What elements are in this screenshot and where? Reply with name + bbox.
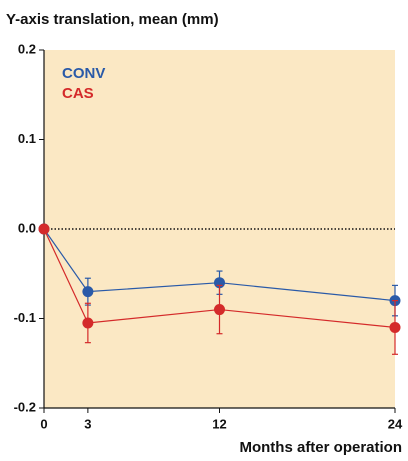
data-point [82, 286, 94, 298]
legend-label: CONV [62, 65, 105, 82]
y-tick-label: 0.0 [18, 220, 36, 235]
y-tick-label: 0.1 [18, 131, 36, 146]
series-line [43, 228, 396, 329]
y-tick-label: -0.2 [14, 399, 36, 414]
series-line [43, 228, 396, 302]
x-axis-label: Months after operation [239, 439, 402, 456]
y-tick-label: -0.1 [14, 310, 36, 325]
data-point [38, 223, 50, 235]
data-point [389, 321, 401, 333]
data-point [82, 317, 94, 329]
data-point [214, 304, 225, 316]
legend-label: CAS [62, 85, 94, 102]
x-tick-label: 12 [212, 416, 226, 431]
chart-title: Y-axis translation, mean (mm) [6, 11, 219, 28]
x-tick-label: 0 [40, 416, 47, 431]
y-tick-label: 0.2 [18, 41, 36, 56]
x-tick-label: 3 [84, 416, 91, 431]
x-tick-label: 24 [388, 416, 403, 431]
